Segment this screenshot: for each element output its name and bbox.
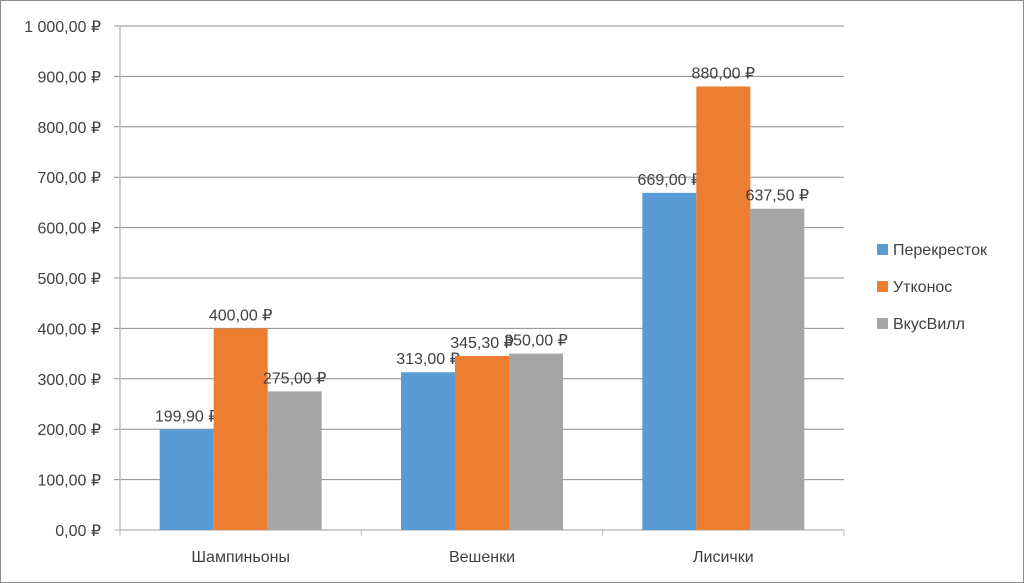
data-label: 275,00 ₽ bbox=[263, 370, 327, 387]
legend-swatch bbox=[877, 318, 888, 329]
bar-Перекресток bbox=[401, 372, 455, 530]
y-tick-label: 0,00 ₽ bbox=[55, 523, 101, 540]
bar-Утконос bbox=[455, 355, 509, 530]
bar-Утконос bbox=[696, 86, 751, 530]
x-tick-label: Лисички bbox=[693, 549, 754, 566]
y-tick-label: 1 000,00 ₽ bbox=[24, 19, 101, 36]
bar-ВкусВилл bbox=[509, 353, 563, 530]
data-label: 350,00 ₽ bbox=[504, 333, 568, 350]
data-label: 199,90 ₽ bbox=[155, 408, 219, 425]
y-tick-label: 700,00 ₽ bbox=[37, 170, 101, 187]
data-label: 313,00 ₽ bbox=[396, 351, 460, 368]
bar-ВкусВилл bbox=[750, 208, 805, 530]
legend-label: Перекресток bbox=[893, 242, 988, 259]
x-tick-label: Вешенки bbox=[449, 549, 515, 566]
y-tick-label: 400,00 ₽ bbox=[37, 321, 101, 338]
y-tick-label: 900,00 ₽ bbox=[37, 69, 101, 86]
bar-Перекресток bbox=[159, 429, 214, 530]
y-tick-label: 500,00 ₽ bbox=[37, 271, 101, 288]
data-label: 637,50 ₽ bbox=[746, 188, 810, 205]
legend-label: Утконос bbox=[893, 279, 952, 296]
data-label: 880,00 ₽ bbox=[692, 65, 756, 82]
data-label: 345,30 ₽ bbox=[450, 335, 514, 352]
data-label: 669,00 ₽ bbox=[638, 172, 702, 189]
legend-swatch bbox=[877, 281, 888, 292]
bar-ВкусВилл bbox=[267, 391, 322, 530]
y-tick-label: 600,00 ₽ bbox=[37, 221, 101, 238]
legend-label: ВкусВилл bbox=[893, 316, 965, 333]
y-tick-label: 200,00 ₽ bbox=[37, 422, 101, 439]
y-tick-label: 100,00 ₽ bbox=[37, 473, 101, 490]
data-label: 400,00 ₽ bbox=[209, 307, 273, 324]
bar-Перекресток bbox=[642, 192, 697, 530]
y-tick-label: 800,00 ₽ bbox=[37, 120, 101, 137]
legend-swatch bbox=[877, 244, 888, 255]
bar-Утконос bbox=[213, 328, 268, 530]
x-tick-label: Шампиньоны bbox=[191, 549, 290, 566]
y-tick-label: 300,00 ₽ bbox=[37, 372, 101, 389]
